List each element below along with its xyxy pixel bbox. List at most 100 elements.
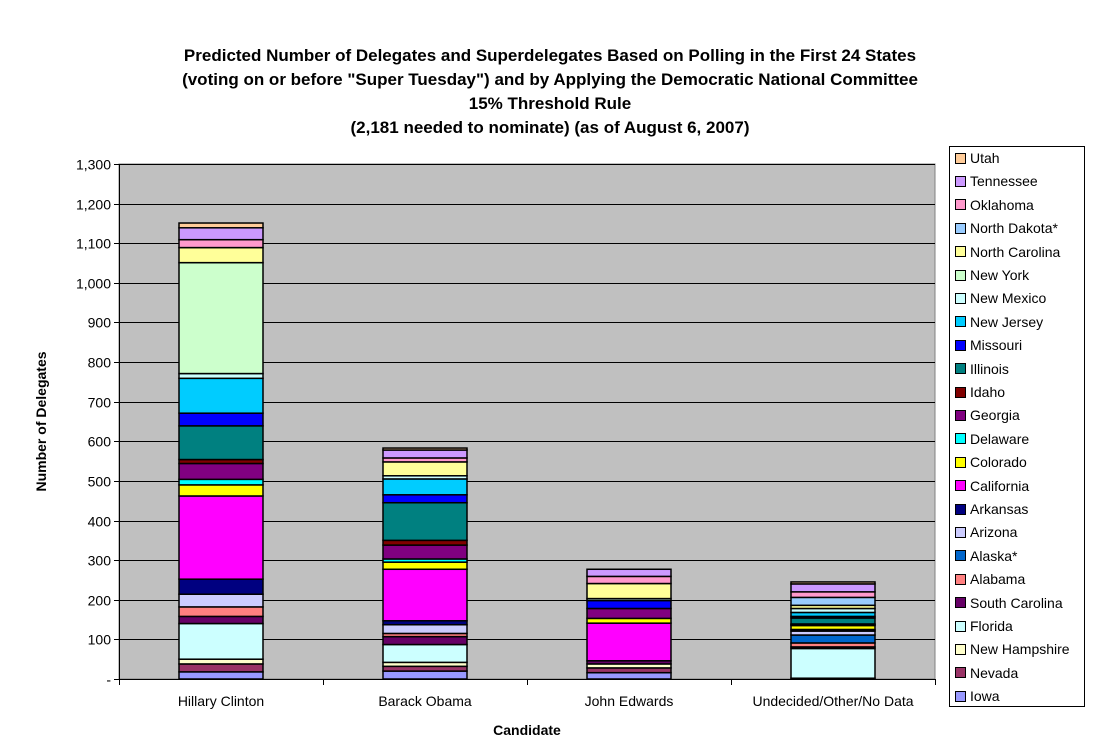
bar-segment-florida-1: [382, 643, 468, 664]
legend-item: Illinois: [955, 359, 1009, 379]
legend-label: Nevada: [970, 664, 1019, 681]
chart-title-line-3: 15% Threshold Rule: [468, 94, 632, 113]
legend-label: Utah: [970, 150, 1000, 166]
legend-label: Tennessee: [970, 173, 1038, 190]
y-tick-label: 1,000: [76, 276, 111, 292]
bar-segment-georgia-0: [178, 462, 264, 481]
legend-label: New York: [970, 267, 1030, 283]
bar-segment-florida-3: [790, 647, 876, 679]
x-tick-label: Hillary Clinton: [178, 693, 264, 709]
y-axis-title: Number of Delegates: [33, 351, 49, 491]
bar-segment-utah-0: [178, 222, 264, 229]
bar-segment-south-carolina-1: [382, 635, 468, 646]
bar-segment-south-carolina-0: [178, 615, 264, 625]
y-tick-label: 300: [88, 553, 112, 569]
legend-swatch: [955, 152, 966, 164]
legend-item: Georgia: [955, 405, 1020, 425]
chart-legend: Utah Tennessee Oklahoma North Dakota* North …: [949, 146, 1085, 707]
legend-label: North Dakota*: [970, 220, 1058, 237]
legend-swatch: [955, 573, 966, 585]
legend-item: Nevada: [955, 663, 1018, 683]
bar-segment-oklahoma-0: [178, 238, 264, 249]
legend-item: Tennessee: [955, 171, 1038, 191]
legend-item: Iowa: [955, 686, 1000, 706]
legend-label: Florida: [970, 618, 1013, 634]
y-tick-label: 600: [88, 434, 112, 450]
legend-swatch: [955, 339, 966, 351]
legend-swatch: [955, 480, 966, 492]
legend-swatch: [955, 456, 966, 468]
bar-segment-arkansas-0: [178, 578, 264, 595]
bar-segment-missouri-1: [382, 494, 468, 504]
legend-label: Idaho: [970, 384, 1006, 400]
legend-item: Arkansas: [955, 499, 1028, 519]
x-tick-label: Barack Obama: [378, 693, 472, 709]
x-axis-title: Candidate: [493, 722, 561, 738]
legend-item: South Carolina: [955, 593, 1063, 613]
legend-label: California: [970, 477, 1030, 494]
legend-label: Illinois: [970, 360, 1009, 377]
legend-item: Alaska*: [955, 546, 1017, 566]
bar-segment-california-2: [586, 622, 672, 662]
bar-segment-iowa-1: [382, 670, 468, 680]
bar-segment-utah-1: [382, 447, 468, 451]
legend-swatch: [955, 199, 966, 211]
legend-swatch: [955, 316, 966, 328]
legend-item: North Dakota*: [955, 218, 1058, 238]
legend-item: North Carolina: [955, 242, 1060, 262]
bar-segment-iowa-0: [178, 671, 264, 680]
legend-item: Alabama: [955, 569, 1025, 589]
bar-segment-oklahoma-2: [586, 575, 672, 585]
chart-title-line-1: Predicted Number of Delegates and Superd…: [183, 46, 917, 65]
bar-segment-illinois-1: [382, 501, 468, 542]
legend-swatch: [955, 386, 966, 398]
legend-swatch: [955, 690, 966, 702]
bar-segment-north-carolina-2: [586, 582, 672, 600]
y-tick-label: 800: [88, 355, 112, 371]
legend-label: New Mexico: [970, 290, 1047, 307]
legend-swatch: [955, 269, 966, 281]
chart-title-line-2: (voting on or before "Super Tuesday") an…: [182, 70, 918, 89]
bar-segment-illinois-0: [178, 425, 264, 461]
legend-item: Colorado: [955, 452, 1027, 472]
legend-item: Missouri: [955, 335, 1022, 355]
legend-item: Idaho: [955, 382, 1005, 402]
bar-segment-north-carolina-1: [382, 461, 468, 477]
legend-item: Florida: [955, 616, 1013, 636]
legend-swatch: [955, 363, 966, 375]
y-tick-label: 700: [88, 395, 112, 411]
legend-label: North Carolina: [970, 243, 1061, 260]
legend-item: Arizona: [955, 522, 1017, 542]
bar-segment-colorado-1: [382, 561, 468, 571]
legend-swatch: [955, 222, 966, 234]
legend-swatch: [955, 433, 966, 445]
bar-segment-north-carolina-0: [178, 246, 264, 264]
bar-segment-iowa-2: [586, 671, 672, 680]
y-tick-label: 100: [88, 632, 112, 648]
legend-swatch: [955, 292, 966, 304]
bar-segment-alabama-0: [178, 606, 264, 618]
bar-segment-north-dakota-3: [790, 596, 876, 607]
legend-label: Colorado: [970, 454, 1027, 471]
y-tick-label: 500: [88, 474, 112, 490]
y-tick-label: -: [106, 672, 111, 688]
legend-swatch: [955, 667, 966, 679]
bar-segment-georgia-1: [382, 544, 468, 560]
legend-label: South Carolina: [970, 594, 1063, 611]
bar-segment-alaska-3: [790, 634, 876, 644]
bar-segment-tennessee-1: [382, 449, 468, 459]
y-tick-label: 1,100: [76, 236, 111, 252]
bar-segment-florida-0: [178, 622, 264, 660]
y-tick-label: 400: [88, 514, 112, 530]
legend-label: Alabama: [970, 571, 1026, 588]
bar-segment-tennessee-3: [790, 583, 876, 593]
legend-label: Alaska*: [970, 547, 1018, 564]
bar-segment-tennessee-0: [178, 227, 264, 241]
legend-label: Arizona: [970, 524, 1018, 541]
y-tick-label: 200: [88, 593, 112, 609]
chart-title-line-4: (2,181 needed to nominate) (as of August…: [350, 118, 750, 137]
legend-label: Iowa: [970, 688, 1000, 705]
bar-segment-nevada-0: [178, 663, 264, 673]
legend-item: California: [955, 476, 1029, 496]
